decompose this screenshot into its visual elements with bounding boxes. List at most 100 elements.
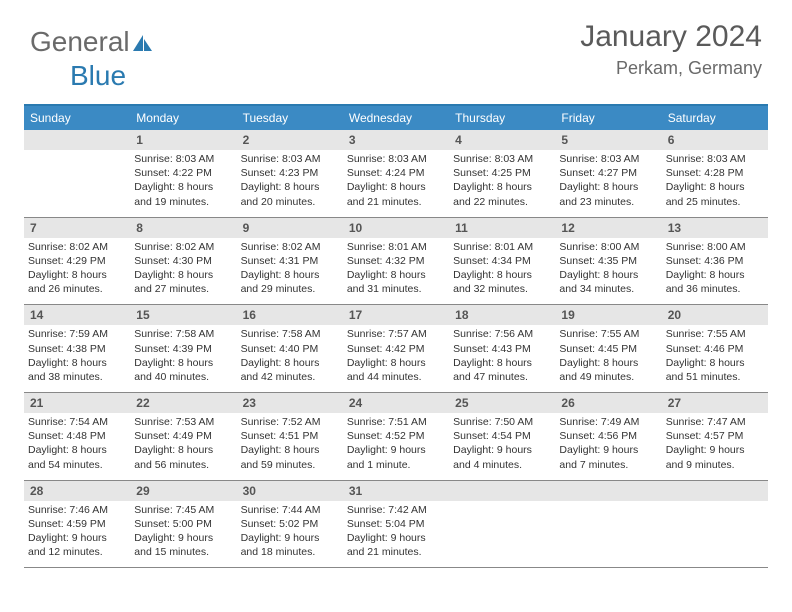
day-info: Sunrise: 8:02 AMSunset: 4:31 PMDaylight:… (237, 238, 343, 297)
logo-text-2: Blue (70, 60, 126, 91)
day-header: Tuesday (237, 106, 343, 130)
day-number: 9 (237, 218, 343, 238)
day-number (555, 481, 661, 501)
day-number (24, 130, 130, 150)
day-info: Sunrise: 7:55 AMSunset: 4:46 PMDaylight:… (662, 325, 768, 384)
logo-text-1: General (30, 26, 130, 57)
day-header: Sunday (24, 106, 130, 130)
day-info: Sunrise: 7:54 AMSunset: 4:48 PMDaylight:… (24, 413, 130, 472)
day-header: Thursday (449, 106, 555, 130)
day-info: Sunrise: 8:03 AMSunset: 4:22 PMDaylight:… (130, 150, 236, 209)
day-header: Wednesday (343, 106, 449, 130)
calendar-cell: 24Sunrise: 7:51 AMSunset: 4:52 PMDayligh… (343, 393, 449, 481)
day-number: 7 (24, 218, 130, 238)
day-info: Sunrise: 7:58 AMSunset: 4:39 PMDaylight:… (130, 325, 236, 384)
calendar-cell: 27Sunrise: 7:47 AMSunset: 4:57 PMDayligh… (662, 393, 768, 481)
calendar-cell (662, 481, 768, 569)
day-number: 1 (130, 130, 236, 150)
day-number: 28 (24, 481, 130, 501)
day-info: Sunrise: 8:03 AMSunset: 4:28 PMDaylight:… (662, 150, 768, 209)
day-info: Sunrise: 8:00 AMSunset: 4:35 PMDaylight:… (555, 238, 661, 297)
day-header: Friday (555, 106, 661, 130)
day-info: Sunrise: 8:03 AMSunset: 4:25 PMDaylight:… (449, 150, 555, 209)
day-number (449, 481, 555, 501)
calendar-cell: 25Sunrise: 7:50 AMSunset: 4:54 PMDayligh… (449, 393, 555, 481)
calendar-cell: 11Sunrise: 8:01 AMSunset: 4:34 PMDayligh… (449, 218, 555, 306)
day-number: 3 (343, 130, 449, 150)
day-number: 13 (662, 218, 768, 238)
calendar-cell: 17Sunrise: 7:57 AMSunset: 4:42 PMDayligh… (343, 305, 449, 393)
header: January 2024 Perkam, Germany (580, 20, 762, 79)
day-number: 20 (662, 305, 768, 325)
day-info: Sunrise: 7:57 AMSunset: 4:42 PMDaylight:… (343, 325, 449, 384)
day-info: Sunrise: 7:46 AMSunset: 4:59 PMDaylight:… (24, 501, 130, 560)
day-info: Sunrise: 7:50 AMSunset: 4:54 PMDaylight:… (449, 413, 555, 472)
day-number: 17 (343, 305, 449, 325)
calendar-cell: 26Sunrise: 7:49 AMSunset: 4:56 PMDayligh… (555, 393, 661, 481)
day-number: 6 (662, 130, 768, 150)
location-title: Perkam, Germany (580, 58, 762, 79)
day-info: Sunrise: 7:49 AMSunset: 4:56 PMDaylight:… (555, 413, 661, 472)
calendar-cell: 19Sunrise: 7:55 AMSunset: 4:45 PMDayligh… (555, 305, 661, 393)
calendar-cell: 8Sunrise: 8:02 AMSunset: 4:30 PMDaylight… (130, 218, 236, 306)
day-info: Sunrise: 7:55 AMSunset: 4:45 PMDaylight:… (555, 325, 661, 384)
day-number: 22 (130, 393, 236, 413)
calendar-cell: 20Sunrise: 7:55 AMSunset: 4:46 PMDayligh… (662, 305, 768, 393)
day-number: 14 (24, 305, 130, 325)
calendar-cell (555, 481, 661, 569)
logo: General Blue (30, 26, 154, 92)
day-info: Sunrise: 8:03 AMSunset: 4:23 PMDaylight:… (237, 150, 343, 209)
calendar-cell: 29Sunrise: 7:45 AMSunset: 5:00 PMDayligh… (130, 481, 236, 569)
month-title: January 2024 (580, 20, 762, 54)
day-number: 8 (130, 218, 236, 238)
day-info: Sunrise: 7:59 AMSunset: 4:38 PMDaylight:… (24, 325, 130, 384)
day-number: 18 (449, 305, 555, 325)
day-info: Sunrise: 8:02 AMSunset: 4:30 PMDaylight:… (130, 238, 236, 297)
day-info: Sunrise: 7:56 AMSunset: 4:43 PMDaylight:… (449, 325, 555, 384)
calendar-cell: 13Sunrise: 8:00 AMSunset: 4:36 PMDayligh… (662, 218, 768, 306)
calendar-cell: 21Sunrise: 7:54 AMSunset: 4:48 PMDayligh… (24, 393, 130, 481)
calendar-grid: SundayMondayTuesdayWednesdayThursdayFrid… (24, 104, 768, 568)
day-number: 5 (555, 130, 661, 150)
day-number (662, 481, 768, 501)
day-number: 26 (555, 393, 661, 413)
day-info: Sunrise: 7:53 AMSunset: 4:49 PMDaylight:… (130, 413, 236, 472)
day-info: Sunrise: 7:51 AMSunset: 4:52 PMDaylight:… (343, 413, 449, 472)
calendar-cell (24, 130, 130, 218)
day-info: Sunrise: 8:01 AMSunset: 4:34 PMDaylight:… (449, 238, 555, 297)
day-number: 29 (130, 481, 236, 501)
day-number: 31 (343, 481, 449, 501)
day-number: 30 (237, 481, 343, 501)
day-info: Sunrise: 7:44 AMSunset: 5:02 PMDaylight:… (237, 501, 343, 560)
calendar-cell: 22Sunrise: 7:53 AMSunset: 4:49 PMDayligh… (130, 393, 236, 481)
day-number: 21 (24, 393, 130, 413)
day-info: Sunrise: 7:47 AMSunset: 4:57 PMDaylight:… (662, 413, 768, 472)
calendar-cell: 14Sunrise: 7:59 AMSunset: 4:38 PMDayligh… (24, 305, 130, 393)
calendar-cell: 18Sunrise: 7:56 AMSunset: 4:43 PMDayligh… (449, 305, 555, 393)
day-number: 16 (237, 305, 343, 325)
day-info: Sunrise: 8:03 AMSunset: 4:27 PMDaylight:… (555, 150, 661, 209)
logo-sail-icon (132, 28, 154, 60)
day-info: Sunrise: 8:01 AMSunset: 4:32 PMDaylight:… (343, 238, 449, 297)
day-info: Sunrise: 7:42 AMSunset: 5:04 PMDaylight:… (343, 501, 449, 560)
day-info: Sunrise: 7:52 AMSunset: 4:51 PMDaylight:… (237, 413, 343, 472)
calendar-cell: 23Sunrise: 7:52 AMSunset: 4:51 PMDayligh… (237, 393, 343, 481)
calendar-cell: 7Sunrise: 8:02 AMSunset: 4:29 PMDaylight… (24, 218, 130, 306)
calendar-cell (449, 481, 555, 569)
day-info: Sunrise: 8:02 AMSunset: 4:29 PMDaylight:… (24, 238, 130, 297)
calendar-cell: 15Sunrise: 7:58 AMSunset: 4:39 PMDayligh… (130, 305, 236, 393)
day-header: Saturday (662, 106, 768, 130)
day-number: 4 (449, 130, 555, 150)
day-header: Monday (130, 106, 236, 130)
calendar-cell: 12Sunrise: 8:00 AMSunset: 4:35 PMDayligh… (555, 218, 661, 306)
day-info: Sunrise: 7:45 AMSunset: 5:00 PMDaylight:… (130, 501, 236, 560)
calendar-cell: 16Sunrise: 7:58 AMSunset: 4:40 PMDayligh… (237, 305, 343, 393)
day-number: 15 (130, 305, 236, 325)
day-info: Sunrise: 7:58 AMSunset: 4:40 PMDaylight:… (237, 325, 343, 384)
day-number: 10 (343, 218, 449, 238)
day-number: 2 (237, 130, 343, 150)
calendar-cell: 2Sunrise: 8:03 AMSunset: 4:23 PMDaylight… (237, 130, 343, 218)
calendar-cell: 28Sunrise: 7:46 AMSunset: 4:59 PMDayligh… (24, 481, 130, 569)
day-info: Sunrise: 8:03 AMSunset: 4:24 PMDaylight:… (343, 150, 449, 209)
calendar-cell: 4Sunrise: 8:03 AMSunset: 4:25 PMDaylight… (449, 130, 555, 218)
